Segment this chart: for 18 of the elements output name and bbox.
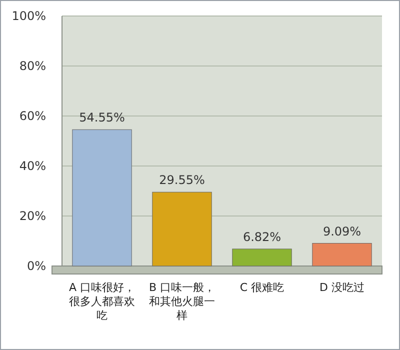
y-tick-label: 0% xyxy=(26,259,46,273)
y-tick-label: 40% xyxy=(19,159,46,173)
bar xyxy=(152,192,212,266)
bar xyxy=(312,243,372,266)
y-tick-label: 100% xyxy=(12,9,46,23)
y-tick-label: 20% xyxy=(19,209,46,223)
bar xyxy=(232,248,292,266)
x-tick-label: B 口味一般，和其他火腿一样 xyxy=(148,281,216,322)
x-tick-label: C 很难吃 xyxy=(240,281,284,294)
x-tick-label: A 口味很好，很多人都喜欢吃 xyxy=(68,281,136,322)
x-tick-label: D 没吃过 xyxy=(320,281,364,294)
y-tick-label: 60% xyxy=(19,109,46,123)
data-label: 29.55% xyxy=(159,173,205,188)
y-tick-label: 80% xyxy=(19,59,46,73)
bar xyxy=(72,129,132,266)
data-label: 6.82% xyxy=(242,230,282,244)
data-label: 54.55% xyxy=(79,110,125,125)
data-label: 9.09% xyxy=(322,224,362,238)
